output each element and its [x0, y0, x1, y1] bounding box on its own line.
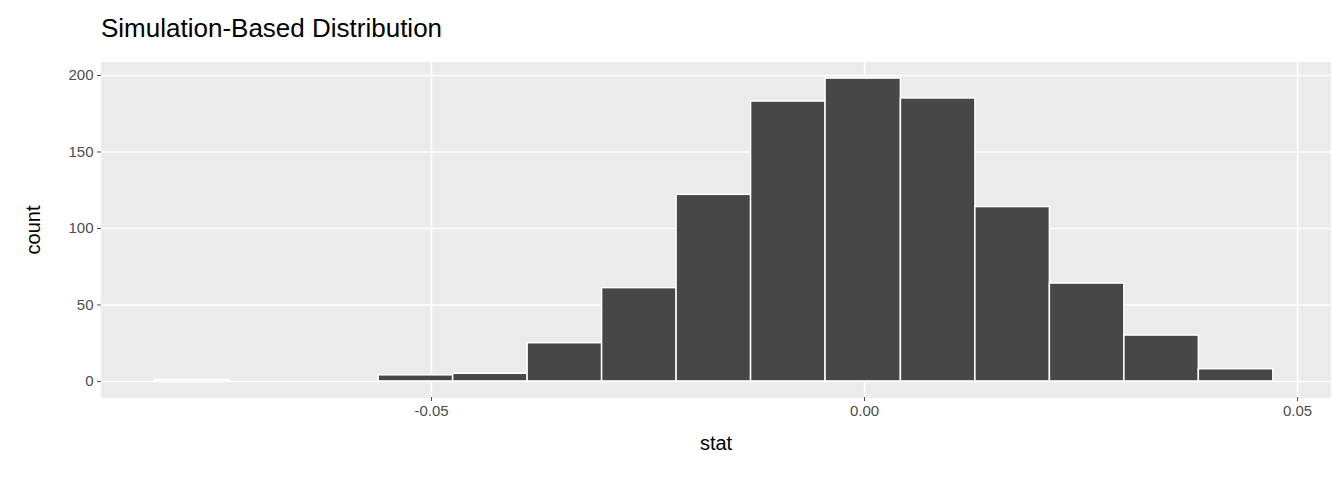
svg-text:200: 200: [68, 66, 93, 83]
svg-text:count: count: [22, 205, 44, 254]
svg-text:-0.05: -0.05: [414, 402, 448, 419]
svg-text:150: 150: [68, 143, 93, 160]
svg-text:0.05: 0.05: [1283, 402, 1312, 419]
svg-text:100: 100: [68, 219, 93, 236]
svg-text:50: 50: [77, 296, 94, 313]
svg-text:0: 0: [85, 372, 93, 389]
svg-text:0.00: 0.00: [850, 402, 879, 419]
html-text:Simulation-Based Distribution: Simulation-Based Distribution: [101, 13, 442, 43]
svg-text:stat: stat: [700, 432, 733, 454]
